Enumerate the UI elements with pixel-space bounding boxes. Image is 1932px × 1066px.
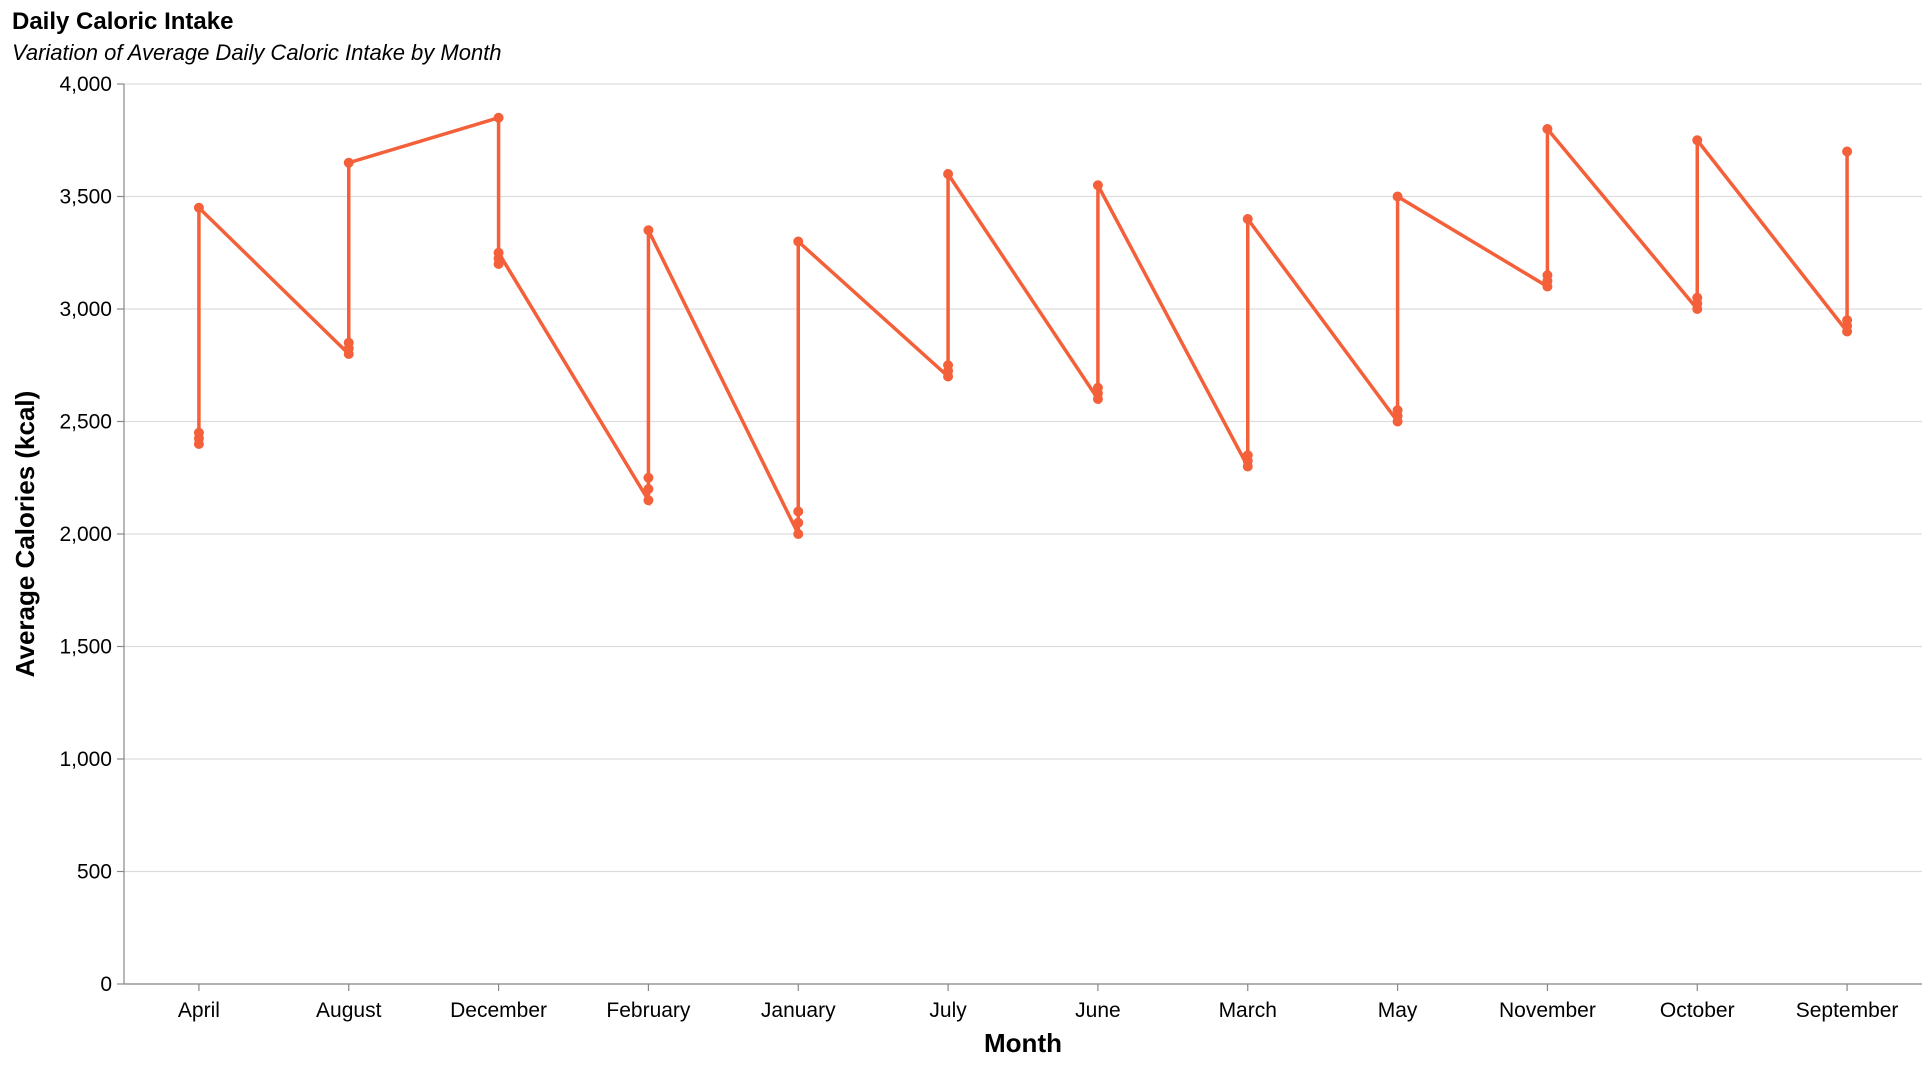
- x-tick-label: July: [929, 999, 967, 1022]
- data-point: [1542, 124, 1553, 134]
- data-point: [1092, 180, 1103, 191]
- x-tick-label: October: [1660, 999, 1735, 1022]
- data-point: [793, 506, 804, 517]
- y-tick-label: 2,500: [59, 411, 112, 434]
- y-tick-label: 500: [77, 861, 112, 884]
- data-point: [943, 360, 954, 371]
- y-tick-label: 3,500: [59, 186, 112, 209]
- data-point: [643, 225, 654, 236]
- y-tick-label: 1,000: [59, 748, 112, 771]
- data-point: [1842, 315, 1853, 326]
- y-axis-title: Average Calories (kcal): [10, 391, 40, 678]
- data-point: [643, 484, 654, 494]
- data-point: [943, 169, 954, 179]
- data-point: [1692, 135, 1703, 146]
- data-point: [343, 157, 354, 168]
- x-axis-title: Month: [984, 1028, 1062, 1058]
- x-tick-label: December: [450, 999, 547, 1022]
- x-tick-label: November: [1499, 999, 1596, 1022]
- x-tick-label: January: [761, 999, 836, 1022]
- data-point: [643, 495, 654, 506]
- x-tick-label: August: [316, 999, 382, 1022]
- x-tick-label: May: [1378, 999, 1418, 1022]
- x-tick-label: September: [1796, 999, 1899, 1022]
- series-line: [197, 115, 1849, 535]
- data-point: [1692, 292, 1703, 303]
- y-tick-label: 3,000: [59, 298, 112, 321]
- x-tick-label: February: [606, 999, 691, 1022]
- y-tick-label: 4,000: [59, 73, 112, 96]
- y-tick-label: 2,000: [59, 523, 112, 546]
- chart-title: Daily Caloric Intake: [12, 8, 234, 35]
- data-point: [1392, 191, 1403, 202]
- data-point: [193, 427, 204, 438]
- x-tick-label: March: [1219, 999, 1277, 1022]
- data-point: [1092, 382, 1103, 393]
- series-calories: [193, 112, 1853, 539]
- x-tick-label: June: [1075, 999, 1121, 1022]
- data-point: [343, 337, 354, 348]
- data-point: [1242, 450, 1253, 461]
- data-point: [493, 247, 504, 258]
- data-point: [643, 472, 654, 483]
- data-point: [793, 529, 804, 539]
- x-tick-label: April: [178, 999, 220, 1022]
- data-point: [493, 112, 504, 123]
- grid-lines: [124, 83, 1922, 985]
- data-point: [193, 202, 204, 213]
- data-point: [1542, 270, 1553, 281]
- axes: 0 500 1,000 1,500 2,000 2,500 3,000 3,500 4,000 A…: [59, 73, 1922, 1022]
- y-tick-label: 1,500: [59, 636, 112, 659]
- data-point: [1842, 146, 1853, 157]
- chart-subtitle: Variation of Average Daily Caloric Intak…: [12, 40, 502, 65]
- data-point: [793, 517, 804, 528]
- data-point: [1392, 405, 1403, 416]
- data-point: [793, 236, 804, 247]
- y-tick-label: 0: [100, 973, 112, 996]
- data-point: [1242, 214, 1253, 224]
